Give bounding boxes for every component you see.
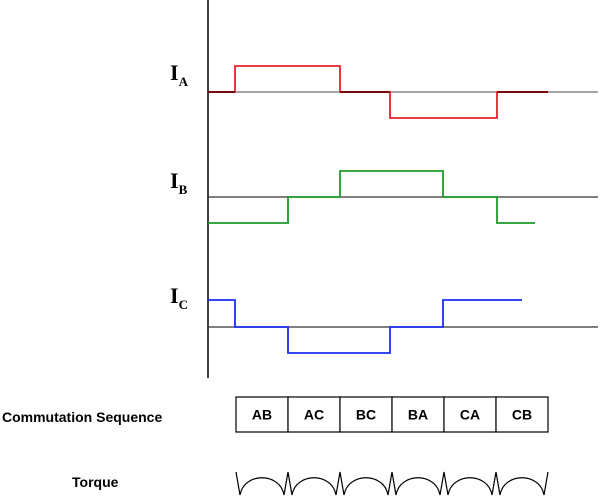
label-sub: C <box>179 297 188 312</box>
sequence-step: CA <box>460 407 480 423</box>
label-main: I <box>170 60 179 85</box>
sequence-cell <box>495 396 549 433</box>
commutation-table: AB AC BC BA CA CB <box>235 396 549 433</box>
waveform-label: IC <box>170 283 188 312</box>
sequence-step: CB <box>512 407 532 423</box>
sequence-cell <box>287 396 341 433</box>
sequence-step: AC <box>304 407 324 423</box>
sequence-step: AB <box>252 407 272 423</box>
waveform-b <box>208 170 535 224</box>
commutation-label: Commutation Sequence <box>2 409 162 425</box>
sequence-step: BA <box>408 407 428 423</box>
sequence-cell <box>391 396 445 433</box>
label-sub: B <box>179 182 188 197</box>
torque-label: Torque <box>72 474 119 490</box>
waveform-label: IA <box>170 60 189 89</box>
sequence-cell <box>443 396 497 433</box>
sequence-step: BC <box>356 407 376 423</box>
waveform-label: IB <box>170 168 188 197</box>
torque-waveform <box>235 471 549 496</box>
waveform-c <box>208 299 522 354</box>
label-main: I <box>170 283 179 308</box>
label-main: I <box>170 168 179 193</box>
label-sub: A <box>179 74 189 89</box>
sequence-cell <box>339 396 393 433</box>
